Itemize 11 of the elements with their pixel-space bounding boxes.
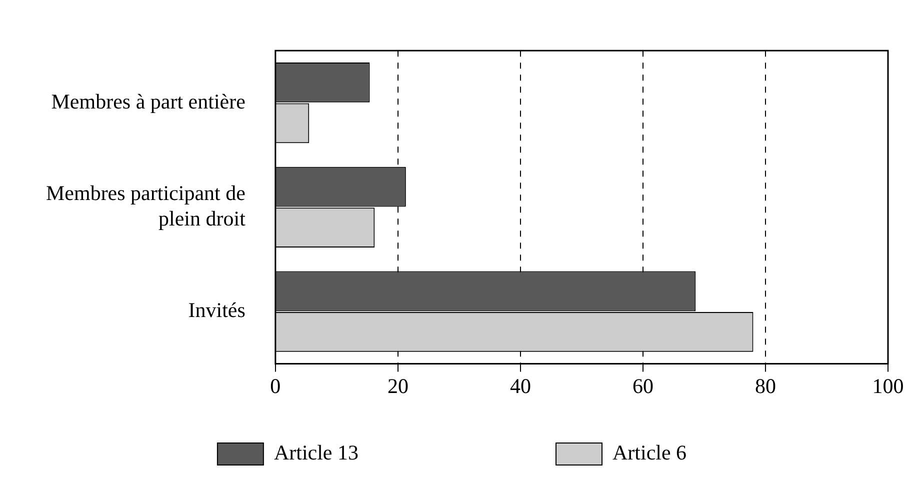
y-tick-label: Invités bbox=[188, 298, 246, 322]
x-tick-label: 80 bbox=[754, 374, 776, 398]
x-tick-label: 100 bbox=[872, 374, 904, 398]
x-tick-label: 20 bbox=[387, 374, 408, 398]
y-tick-label: Membres participant de plein droit bbox=[46, 181, 246, 230]
legend-label: Article 13 bbox=[274, 440, 516, 465]
x-tick-label: 60 bbox=[632, 374, 654, 398]
y-tick-label: Membres à part entière bbox=[51, 89, 246, 114]
x-tick-label: 40 bbox=[510, 374, 531, 398]
legend-label: Article 6 bbox=[612, 440, 687, 465]
x-tick-label: 0 bbox=[270, 374, 281, 398]
